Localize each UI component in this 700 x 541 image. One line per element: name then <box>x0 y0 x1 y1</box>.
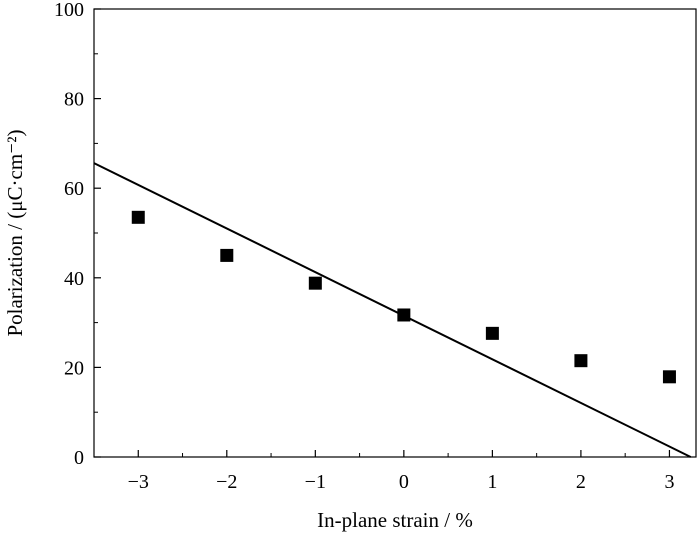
y-tick-label: 60 <box>64 178 84 200</box>
data-point <box>397 308 411 322</box>
x-tick-label: 3 <box>664 471 674 493</box>
y-tick-label: 20 <box>64 357 84 379</box>
data-point <box>220 248 234 262</box>
x-tick-label: 0 <box>399 471 409 493</box>
y-tick-label: 40 <box>64 268 84 290</box>
data-point <box>574 354 588 368</box>
data-point <box>662 370 676 384</box>
axis-ticks <box>94 8 671 458</box>
data-point <box>485 326 499 340</box>
y-tick-label: 0 <box>74 447 84 469</box>
x-tick-label: 1 <box>487 471 497 493</box>
x-tick-label: −3 <box>128 471 149 493</box>
x-tick-label: −1 <box>305 471 326 493</box>
y-tick-label: 100 <box>54 0 84 21</box>
x-tick-label: 2 <box>576 471 586 493</box>
data-point <box>308 276 322 290</box>
data-points <box>131 210 676 384</box>
data-point <box>131 210 145 224</box>
fit-line <box>93 162 692 458</box>
x-tick-label: −2 <box>216 471 237 493</box>
x-axis-title: In-plane strain / % <box>317 508 473 532</box>
axis-tick-labels: −3 −2 −1 0 1 2 3 0 20 40 60 80 100 <box>54 0 674 493</box>
plot-frame <box>93 8 697 458</box>
y-axis-title: Polarization / (μC·cm⁻²) <box>3 129 27 336</box>
y-tick-label: 80 <box>64 89 84 111</box>
